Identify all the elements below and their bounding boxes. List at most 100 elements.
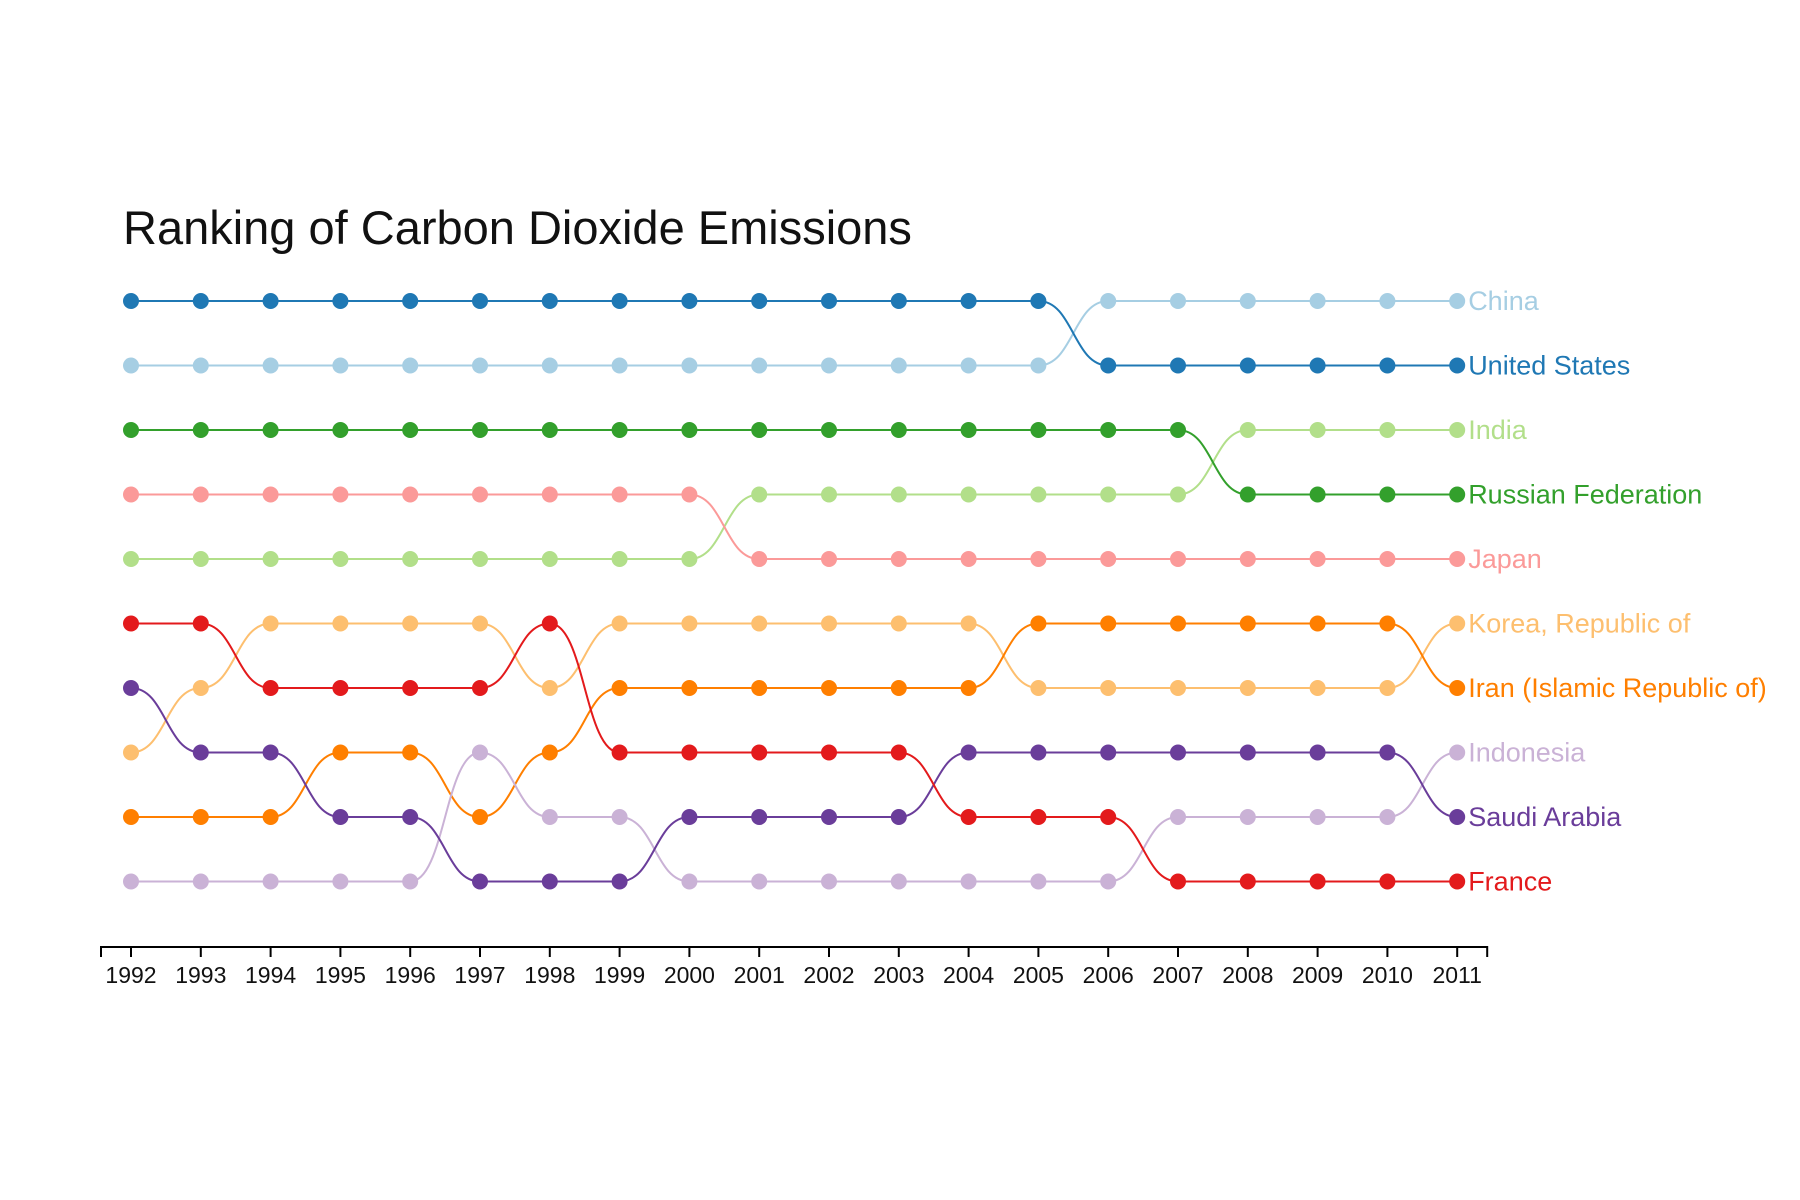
data-point <box>751 744 768 761</box>
data-point <box>541 809 558 825</box>
data-point <box>611 873 628 890</box>
data-point <box>751 293 768 309</box>
data-point <box>402 615 419 632</box>
data-point <box>821 293 837 309</box>
data-point <box>123 680 139 696</box>
series-line <box>131 751 1458 883</box>
data-point <box>262 615 279 632</box>
data-point <box>1309 357 1326 374</box>
x-tick-label: 2003 <box>873 962 924 988</box>
data-point <box>1309 486 1326 503</box>
data-point <box>472 615 488 632</box>
data-point <box>1309 744 1326 761</box>
series-russian-federation: Russian Federation <box>123 422 1702 510</box>
data-point <box>890 357 907 374</box>
x-tick-label: 2009 <box>1292 962 1343 988</box>
data-point <box>192 615 209 632</box>
x-axis: 1992 1993 1994 1995 1996 1997 1998 1999 2000 2001… <box>100 946 1489 988</box>
data-point <box>1239 486 1256 503</box>
data-point <box>1170 615 1186 632</box>
series-line <box>130 299 1458 367</box>
series-label: France <box>1468 867 1552 897</box>
data-point <box>472 357 488 374</box>
x-tick-label: 1993 <box>175 962 226 988</box>
data-point <box>821 486 837 503</box>
data-point <box>402 293 419 309</box>
series-label: Russian Federation <box>1468 480 1702 510</box>
x-tick-label: 2007 <box>1152 962 1203 988</box>
data-point <box>1030 357 1047 374</box>
data-point <box>262 422 279 438</box>
x-tick-label: 2005 <box>1013 962 1064 988</box>
data-point <box>821 680 837 696</box>
data-point <box>1309 293 1326 309</box>
series-label: Japan <box>1468 544 1542 574</box>
data-point <box>1449 809 1466 825</box>
data-point <box>192 422 209 438</box>
x-tick-label: 1994 <box>245 962 296 988</box>
data-point <box>1100 809 1117 825</box>
data-point <box>541 873 558 890</box>
data-point <box>1239 809 1256 825</box>
data-point <box>472 293 488 309</box>
data-point <box>1309 680 1326 696</box>
data-point <box>890 744 907 761</box>
data-point <box>1379 873 1396 890</box>
data-point <box>1100 422 1117 438</box>
data-point <box>402 680 419 696</box>
data-point <box>960 551 977 567</box>
data-point <box>402 873 419 890</box>
data-point <box>541 551 558 567</box>
data-point <box>332 293 349 309</box>
data-point <box>611 744 628 761</box>
series-china: China <box>123 286 1540 374</box>
data-point <box>402 422 419 438</box>
series-iran-islamic-republic-of: Iran (Islamic Republic of) <box>123 615 1767 825</box>
data-point <box>472 809 488 825</box>
data-point <box>681 873 698 890</box>
data-point <box>1449 615 1466 632</box>
data-point <box>890 486 907 503</box>
data-point <box>890 422 907 438</box>
series-label: Korea, Republic of <box>1468 609 1691 639</box>
series-label: United States <box>1468 351 1630 381</box>
data-point <box>890 551 907 567</box>
data-point <box>541 293 558 309</box>
series-saudi-arabia: Saudi Arabia <box>123 680 1622 890</box>
data-point <box>1239 293 1256 309</box>
series-label: Saudi Arabia <box>1468 802 1622 832</box>
data-point <box>1030 551 1047 567</box>
data-point <box>1030 486 1047 503</box>
data-point <box>541 357 558 374</box>
data-point <box>960 422 977 438</box>
data-point <box>402 357 419 374</box>
data-point <box>123 744 139 761</box>
data-point <box>1239 873 1256 890</box>
chart-title: Ranking of Carbon Dioxide Emissions <box>123 201 912 254</box>
data-point <box>681 809 698 825</box>
data-point <box>1379 293 1396 309</box>
data-point <box>472 486 488 503</box>
data-point <box>123 422 139 438</box>
data-point <box>1100 744 1117 761</box>
data-point <box>1170 680 1186 696</box>
data-point <box>1449 873 1466 890</box>
data-point <box>541 615 558 632</box>
series-line <box>130 687 1458 883</box>
data-point <box>1030 293 1047 309</box>
data-point <box>472 422 488 438</box>
x-tick-label: 1992 <box>105 962 156 988</box>
data-point <box>890 615 907 632</box>
data-point <box>262 357 279 374</box>
x-tick-label: 2006 <box>1083 962 1134 988</box>
data-point <box>1100 486 1117 503</box>
data-point <box>751 422 768 438</box>
data-point <box>262 680 279 696</box>
data-point <box>681 551 698 567</box>
data-point <box>1239 551 1256 567</box>
data-point <box>332 551 349 567</box>
x-axis-line <box>100 946 1489 957</box>
data-point <box>123 357 139 374</box>
data-point <box>1100 357 1117 374</box>
data-point <box>1309 422 1326 438</box>
